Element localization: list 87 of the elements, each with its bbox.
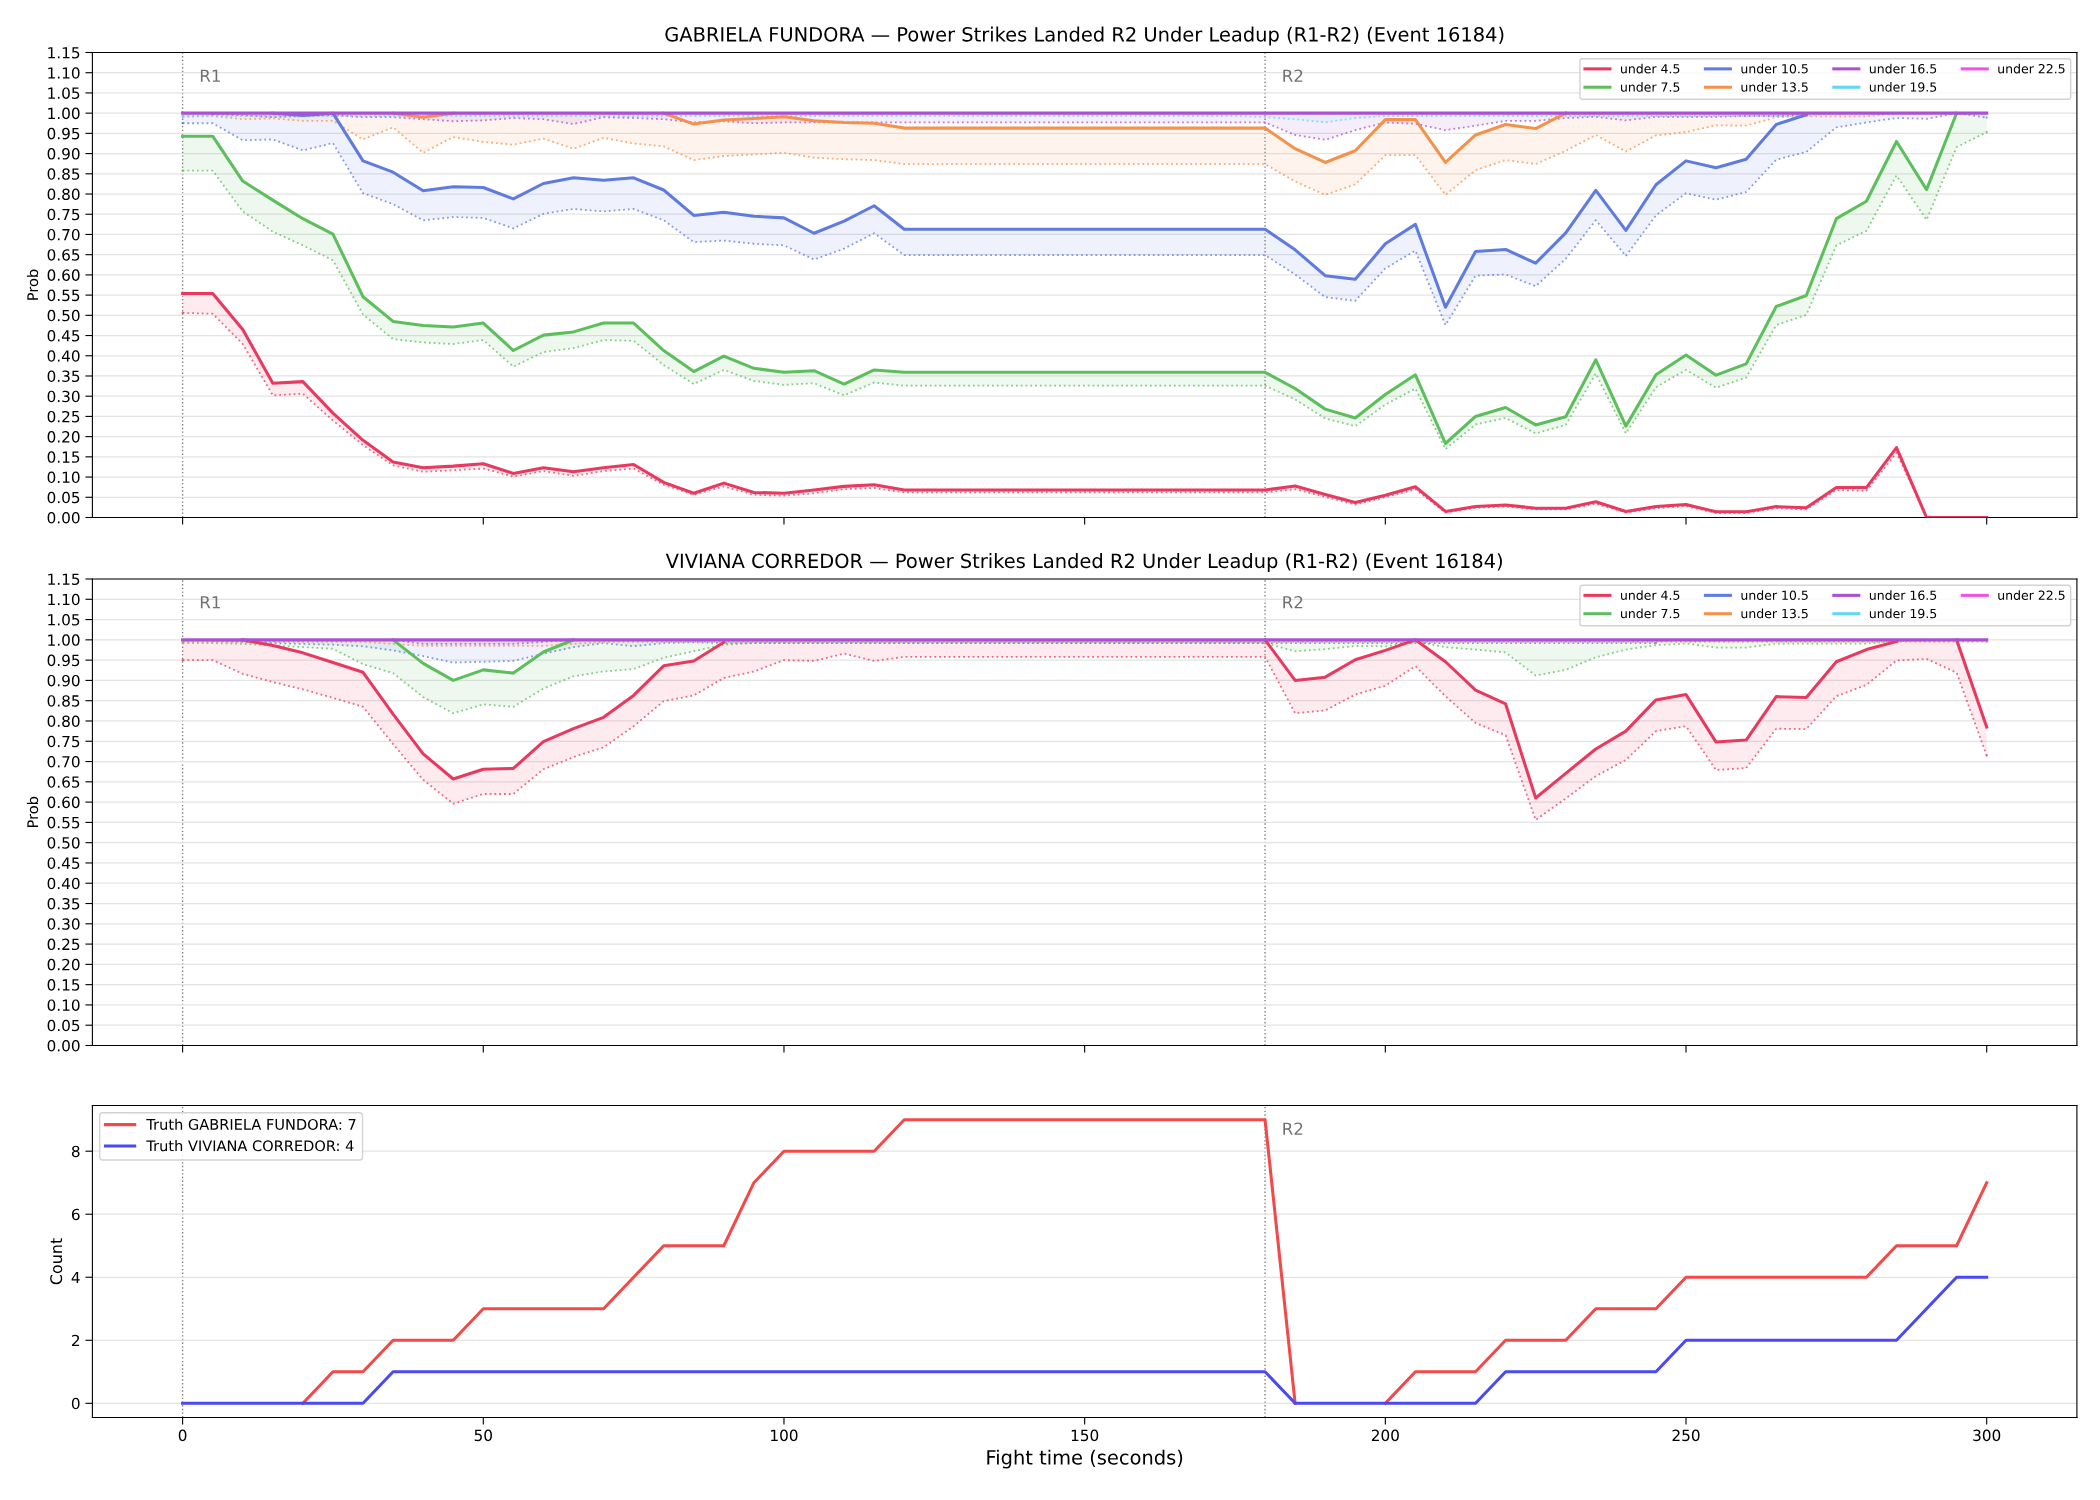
- y-tick-label: 0.80: [47, 715, 80, 727]
- y-tick-label: 0.90: [47, 674, 80, 687]
- y-tick-label: 0.65: [47, 776, 80, 788]
- y-axis-title: Prob: [26, 269, 39, 300]
- y-axis-title: Count: [50, 1238, 63, 1285]
- y-tick-label: 0.30: [47, 390, 80, 403]
- y-tick-label: 0.00: [47, 1039, 80, 1052]
- x-tick-label: 200: [1371, 1429, 1399, 1442]
- y-tick-label: 0.20: [47, 431, 80, 443]
- legend-label: under 19.5: [1869, 82, 1937, 92]
- y-tick-label: 4: [71, 1271, 80, 1284]
- x-tick-label: 50: [474, 1429, 492, 1442]
- ref-line-label: R2: [1283, 1122, 1303, 1135]
- y-tick-label: 1.15: [48, 47, 80, 59]
- legend-label: under 4.5: [1621, 63, 1680, 74]
- y-tick-label: 0.70: [47, 228, 80, 241]
- y-tick-label: 0.55: [47, 289, 80, 302]
- legend-label: under 7.5: [1621, 608, 1680, 619]
- y-tick-label: 1.10: [48, 67, 80, 79]
- y-tick-label: 0.70: [47, 756, 80, 768]
- y-tick-label: 0.25: [47, 938, 80, 951]
- chart-title: GABRIELA FUNDORA — Power Strikes Landed R2 Under Leadup (R1-R2) (Event 16184): [665, 26, 1504, 46]
- legend-label: Truth VIVIANA CORREDOR: 4: [146, 1140, 354, 1152]
- y-tick-label: 0.90: [47, 148, 80, 160]
- y-tick-label: 0.30: [47, 918, 80, 930]
- legend-label: under 13.5: [1741, 82, 1808, 92]
- ref-line-label: R2: [1283, 69, 1303, 82]
- y-axis-title: Prob: [26, 796, 39, 828]
- x-tick-label: 250: [1672, 1429, 1700, 1442]
- y-tick-label: 0.60: [47, 796, 80, 809]
- y-tick-label: 0.35: [47, 897, 80, 910]
- x-tick-label: 100: [771, 1429, 798, 1442]
- chart-title: VIVIANA CORREDOR — Power Strikes Landed R2 Under Leadup (R1-R2) (Event 16184): [665, 553, 1502, 572]
- y-tick-label: 1.05: [48, 614, 80, 626]
- y-tick-label: 0.55: [47, 816, 80, 829]
- y-tick-label: 0.95: [47, 654, 80, 667]
- y-tick-label: 0.40: [47, 350, 80, 362]
- ref-line-label: R2: [1283, 595, 1303, 609]
- y-tick-label: 0.75: [47, 735, 80, 748]
- legend-label: under 7.5: [1621, 82, 1680, 92]
- y-tick-label: 0.10: [47, 471, 80, 484]
- legend-label: under 16.5: [1869, 590, 1937, 600]
- legend-label: under 13.5: [1741, 608, 1808, 619]
- y-tick-label: 1.00: [48, 107, 80, 120]
- y-tick-label: 0.75: [47, 208, 80, 221]
- y-tick-label: 1.05: [48, 87, 80, 99]
- legend-label: under 10.5: [1741, 63, 1808, 74]
- y-tick-label: 0.80: [47, 188, 80, 201]
- y-tick-label: 6: [71, 1208, 80, 1221]
- y-tick-label: 0.85: [47, 168, 80, 180]
- y-tick-label: 0.20: [47, 958, 80, 971]
- legend-label: under 16.5: [1869, 63, 1937, 74]
- x-tick-label: 150: [1071, 1429, 1099, 1442]
- y-tick-label: 0.40: [47, 877, 80, 890]
- legend-label: under 4.5: [1621, 590, 1680, 600]
- y-tick-label: 0.05: [47, 1019, 80, 1032]
- y-tick-label: 0: [71, 1397, 80, 1410]
- x-axis-title: Fight time (seconds): [987, 1449, 1183, 1469]
- y-tick-label: 0.05: [47, 491, 80, 504]
- y-tick-label: 0.15: [47, 979, 80, 991]
- legend-label: under 22.5: [1998, 590, 2065, 600]
- y-tick-label: 0.85: [47, 695, 80, 707]
- y-tick-label: 2: [71, 1334, 80, 1347]
- y-tick-label: 0.00: [47, 511, 80, 524]
- y-tick-label: 0.50: [47, 309, 80, 322]
- y-tick-label: 0.15: [47, 451, 80, 463]
- y-tick-label: 0.95: [47, 127, 80, 140]
- y-tick-label: 8: [71, 1145, 80, 1158]
- ref-line-label: R1: [200, 596, 220, 609]
- y-tick-label: 1.15: [48, 573, 80, 586]
- legend-label: under 19.5: [1869, 608, 1937, 619]
- ref-line-label: R1: [200, 69, 220, 82]
- legend-label: under 10.5: [1741, 590, 1808, 600]
- y-tick-label: 0.65: [47, 249, 80, 261]
- y-tick-label: 1.10: [48, 593, 80, 606]
- legend-label: Truth GABRIELA FUNDORA: 7: [146, 1118, 356, 1130]
- x-tick-label: 0: [178, 1429, 187, 1442]
- x-tick-label: 300: [1973, 1429, 2001, 1442]
- y-tick-label: 0.50: [47, 837, 80, 849]
- y-tick-label: 0.25: [47, 410, 80, 423]
- y-tick-label: 0.35: [47, 370, 80, 382]
- y-tick-label: 0.45: [47, 857, 80, 869]
- y-tick-label: 1.00: [48, 634, 80, 646]
- y-tick-label: 0.45: [47, 330, 80, 342]
- legend-label: under 22.5: [1998, 63, 2065, 74]
- y-tick-label: 0.60: [47, 269, 80, 281]
- y-tick-label: 0.10: [47, 999, 80, 1011]
